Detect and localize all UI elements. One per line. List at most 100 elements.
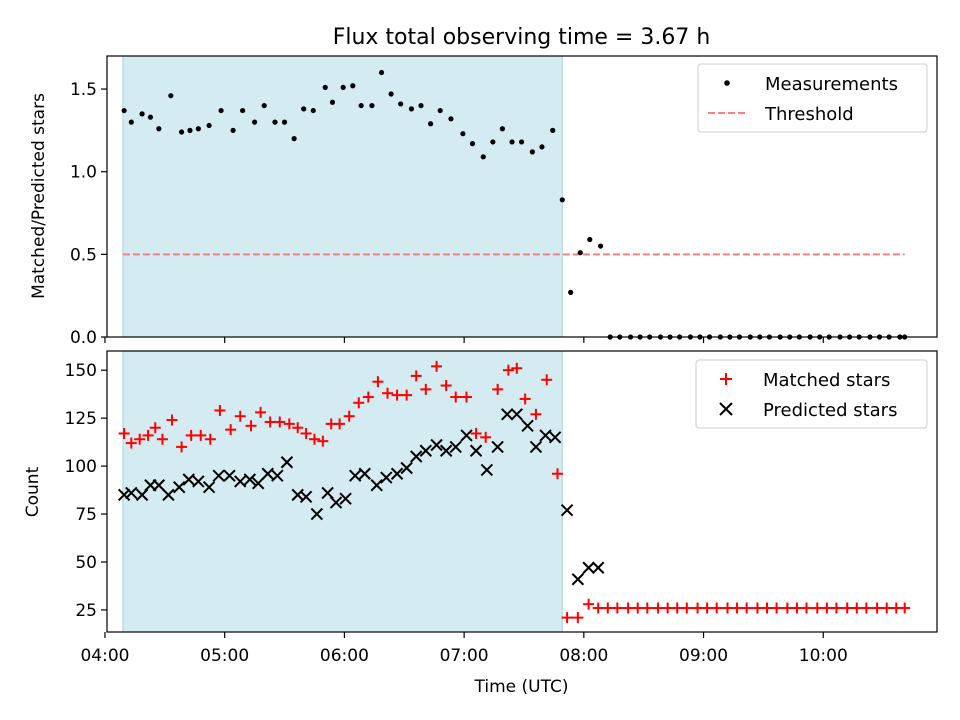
bottom-legend: Matched stars Predicted stars <box>695 359 928 429</box>
matched-stars-marker <box>761 602 773 614</box>
x-axis-label: Time (UTC) <box>474 677 569 697</box>
predicted-stars-marker <box>299 490 313 503</box>
matched-stars-marker <box>391 389 403 401</box>
matched-stars-marker <box>185 429 197 441</box>
bottom-y-tick-label: 50 <box>75 553 97 573</box>
predicted-stars-marker <box>192 475 205 488</box>
measurement-point <box>168 93 174 99</box>
legend-predicted-label: Predicted stars <box>763 400 897 421</box>
predicted-stars-marker <box>212 469 225 482</box>
top-y-tick-label: 1.0 <box>70 163 97 183</box>
measurement-point <box>206 122 212 129</box>
bottom-series-matched-stars <box>118 360 911 624</box>
predicted-stars-marker <box>539 429 552 442</box>
top-y-tick-label: 0.5 <box>70 245 97 265</box>
measurement-point <box>469 141 476 147</box>
measurement-point <box>187 127 193 133</box>
matched-stars-marker <box>255 406 267 418</box>
measurement-point <box>230 127 236 133</box>
measurement-point <box>418 102 424 109</box>
matched-stars-marker <box>530 408 542 420</box>
measurement-point <box>272 119 278 125</box>
matched-stars-marker <box>851 602 863 614</box>
measurement-point <box>539 144 545 150</box>
predicted-stars-marker <box>223 469 236 482</box>
matched-stars-marker <box>492 383 504 395</box>
predicted-stars-marker <box>348 469 362 482</box>
measurement-point <box>518 139 525 145</box>
measurement-point <box>378 69 385 76</box>
matched-stars-marker <box>701 602 713 614</box>
legend-matched-marker <box>720 373 732 385</box>
matched-stars-marker <box>771 602 783 614</box>
top-y-tick-label: 0.0 <box>70 328 97 348</box>
matched-stars-marker <box>841 602 853 614</box>
predicted-stars-marker <box>271 469 284 482</box>
matched-stars-marker <box>519 393 531 405</box>
predicted-stars-marker <box>251 477 265 490</box>
predicted-stars-marker <box>380 471 393 484</box>
matched-stars-marker <box>234 410 246 422</box>
measurement-point <box>408 106 415 112</box>
measurement-point <box>437 107 443 114</box>
predicted-stars-marker <box>430 438 443 452</box>
matched-stars-marker <box>830 602 842 614</box>
measurement-point <box>147 114 154 120</box>
matched-stars-marker <box>592 602 604 614</box>
matched-stars-marker <box>225 424 237 436</box>
matched-stars-marker <box>176 441 188 453</box>
predicted-stars-marker <box>582 561 595 574</box>
matched-stars-marker <box>125 437 137 449</box>
measurement-point <box>156 126 162 132</box>
matched-stars-marker <box>214 404 226 416</box>
measurement-point <box>480 154 486 160</box>
matched-stars-marker <box>156 433 168 445</box>
matched-stars-marker <box>440 380 452 392</box>
predicted-stars-marker <box>469 444 483 457</box>
matched-stars-marker <box>572 612 584 624</box>
matched-stars-marker <box>334 418 346 430</box>
x-tick-label: 04:00 <box>80 646 129 666</box>
predicted-stars-marker <box>510 408 523 421</box>
measurement-point <box>121 107 127 114</box>
predicted-stars-marker <box>460 429 473 442</box>
predicted-stars-marker <box>548 431 562 444</box>
matched-stars-marker <box>431 360 443 372</box>
predicted-stars-marker <box>400 461 413 475</box>
predicted-stars-marker <box>202 480 216 494</box>
measurement-point <box>597 243 604 249</box>
measurement-point <box>291 136 297 142</box>
measurement-point <box>350 83 356 89</box>
matched-stars-marker <box>149 422 161 434</box>
matched-stars-marker <box>300 427 312 439</box>
legend-matched-label: Matched stars <box>763 370 890 391</box>
measurement-point <box>310 107 316 114</box>
matched-stars-marker <box>118 427 130 439</box>
matched-stars-marker <box>264 416 276 428</box>
matched-stars-marker <box>308 433 320 445</box>
top-series-measurements <box>121 69 908 340</box>
x-tick-label: 09:00 <box>679 646 728 666</box>
measurement-point <box>559 197 565 203</box>
measurement-point <box>358 102 364 109</box>
legend-predicted-marker <box>719 402 733 416</box>
predicted-stars-marker <box>234 475 247 488</box>
matched-stars-marker <box>480 431 492 443</box>
matched-stars-marker <box>372 376 384 388</box>
matched-stars-marker <box>381 387 393 399</box>
x-tick-label: 06:00 <box>320 646 369 666</box>
predicted-stars-marker <box>560 503 574 517</box>
measurement-point <box>448 116 454 122</box>
matched-stars-marker <box>502 364 514 376</box>
matched-stars-marker <box>899 602 911 614</box>
matched-stars-marker <box>860 602 872 614</box>
predicted-stars-marker <box>358 467 371 480</box>
predicted-stars-marker <box>491 440 504 454</box>
measurement-point <box>490 139 496 145</box>
predicted-stars-marker <box>172 480 186 494</box>
matched-stars-marker <box>410 370 422 382</box>
matched-stars-marker <box>811 602 823 614</box>
matched-stars-marker <box>470 427 482 439</box>
matched-stars-marker <box>583 598 595 610</box>
